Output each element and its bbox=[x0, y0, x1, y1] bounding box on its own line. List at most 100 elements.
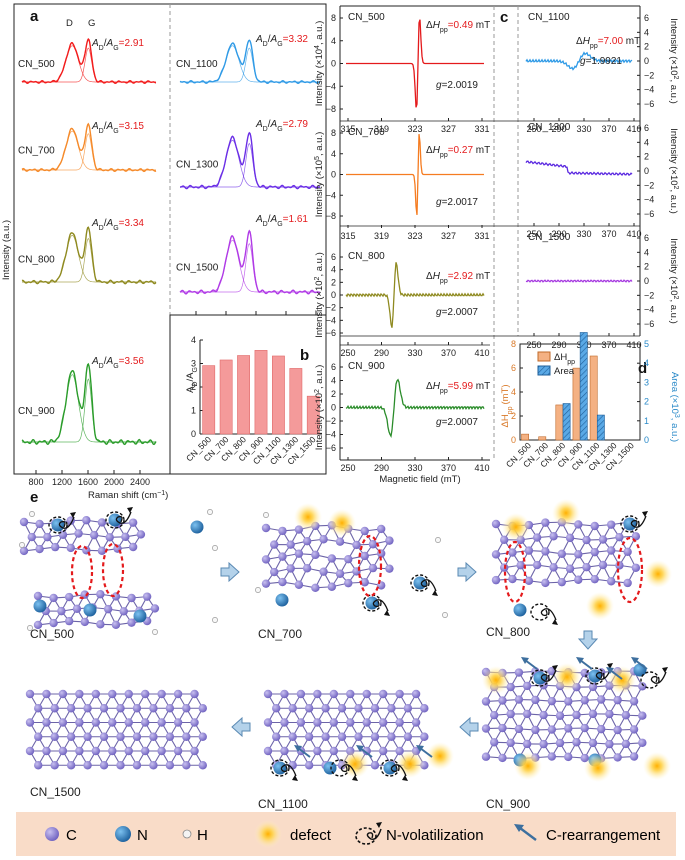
carbon-atom bbox=[623, 547, 632, 556]
carbon-atom bbox=[420, 732, 429, 741]
carbon-atom bbox=[182, 704, 191, 713]
carbon-atom bbox=[75, 746, 84, 756]
carbon-atom bbox=[173, 746, 183, 756]
carbon-atom bbox=[613, 725, 622, 735]
carbon-atom bbox=[498, 753, 507, 763]
n-volatilization-ring bbox=[530, 603, 550, 621]
carbon-atom bbox=[263, 689, 273, 699]
carbon-atom bbox=[598, 535, 608, 544]
arrow-800-900 bbox=[577, 630, 599, 650]
epr-trace-CN_800 bbox=[345, 262, 485, 328]
bar-d-ytick-right-label: 4 bbox=[644, 358, 649, 368]
epr-ytick-label: −6 bbox=[644, 319, 654, 329]
carbon-atom bbox=[66, 732, 76, 741]
epr-xtick-label: 250 bbox=[526, 340, 541, 350]
epr-ytick-label: −4 bbox=[326, 190, 336, 200]
carbon-atom bbox=[508, 548, 517, 557]
carbon-atom bbox=[321, 704, 330, 713]
epr-xtick-label: 290 bbox=[551, 340, 566, 350]
raman-xtick-label: 2400 bbox=[130, 477, 150, 487]
carbon-atom bbox=[313, 718, 322, 727]
carbon-atom bbox=[132, 704, 142, 713]
carbon-atom bbox=[278, 577, 287, 587]
epr-xtick-label: 410 bbox=[626, 124, 641, 134]
hydrogen-atom bbox=[255, 587, 261, 593]
epr-ytick-label: −6 bbox=[644, 209, 654, 219]
epr-xtick-label: 250 bbox=[526, 124, 541, 134]
epr-trace-CN_1100 bbox=[525, 51, 633, 71]
c-rearrangement-shaft bbox=[579, 659, 593, 670]
epr-ytick-label: −8 bbox=[326, 211, 336, 221]
epr-ytick-label: −6 bbox=[326, 443, 336, 453]
mechanism-scheme: e CN_500 CN_700 CN_800 CN_900 CN_1100 CN_1500 bbox=[19, 489, 672, 811]
carbon-atom bbox=[97, 546, 107, 556]
carbon-atom bbox=[136, 530, 146, 539]
epr-ytick-label: −2 bbox=[644, 290, 654, 300]
epr-g-label: g=2.0017 bbox=[436, 197, 478, 208]
carbon-atom bbox=[395, 689, 404, 699]
carbon-atom bbox=[346, 718, 355, 727]
carbon-atom bbox=[103, 604, 113, 614]
scheme-sample-label: CN_700 bbox=[258, 627, 302, 641]
carbon-atom bbox=[582, 562, 591, 572]
epr-ytick-label: 8 bbox=[331, 128, 336, 138]
sheet-cn1500 bbox=[25, 689, 207, 770]
carbon-atom bbox=[344, 578, 353, 588]
epr-xtick-label: 370 bbox=[441, 463, 456, 473]
carbon-atom bbox=[615, 532, 624, 542]
carbon-atom bbox=[354, 704, 363, 713]
carbon-atom bbox=[547, 725, 557, 734]
hydrogen-atom bbox=[435, 537, 441, 543]
n-volatilization-arrowhead bbox=[552, 619, 558, 625]
epr-ytick-label: 4 bbox=[644, 137, 649, 147]
carbon-atom bbox=[588, 709, 598, 719]
epr-sample-label: CN_700 bbox=[348, 127, 385, 138]
c-rearrangement-shaft bbox=[419, 747, 433, 758]
epr-xtick-label: 290 bbox=[551, 229, 566, 239]
carbon-atom bbox=[50, 542, 60, 552]
epr-ytick-label: 6 bbox=[644, 13, 649, 23]
carbon-atom bbox=[50, 704, 59, 713]
bar-b-CN_700 bbox=[219, 359, 233, 435]
carbon-atom bbox=[49, 618, 58, 628]
panel-label-a: a bbox=[30, 8, 39, 25]
carbon-atom bbox=[58, 746, 68, 756]
bar-b-ytick-label: 0 bbox=[191, 429, 196, 439]
epr-sample-label: CN_1300 bbox=[528, 122, 571, 133]
epr-ytick-label: 6 bbox=[331, 252, 336, 262]
epr-ylabel: Intensity (×102, a.u.) bbox=[668, 238, 680, 324]
c-rearrangement-head bbox=[576, 657, 584, 664]
carbon-atom bbox=[378, 746, 388, 756]
carbon-atom bbox=[329, 718, 339, 727]
epr-panel: c Magnetic field (mT) CN_500 ΔHpp=0.49 mT… bbox=[314, 5, 680, 485]
arrow-700-800 bbox=[457, 561, 477, 583]
dhpp-area-panel: d ΔHpp(mT) Area (×103, a.u.) 0 2 4 6 8 0 1 2 3 4 5… bbox=[500, 332, 681, 473]
carbon-atom bbox=[319, 535, 328, 544]
carbon-atom bbox=[34, 704, 43, 713]
carbon-atom bbox=[64, 592, 74, 602]
epr-xtick-label: 319 bbox=[374, 231, 389, 241]
epr-ytick-label: 6 bbox=[644, 233, 649, 243]
carbon-atom bbox=[329, 689, 339, 699]
carbon-atom bbox=[524, 546, 534, 555]
nitrogen-atom bbox=[273, 761, 287, 775]
epr-ytick-label: 4 bbox=[331, 36, 336, 46]
raman-sample-label: CN_500 bbox=[18, 59, 55, 70]
bar-b-CN_1300 bbox=[289, 368, 303, 435]
carbon-atom bbox=[58, 718, 68, 727]
bar-d-ytick-left-label: 4 bbox=[511, 387, 516, 397]
carbon-atom bbox=[288, 732, 297, 741]
carbon-atom bbox=[108, 718, 117, 727]
carbon-atom bbox=[42, 746, 51, 756]
epr-xtick-label: 330 bbox=[576, 229, 591, 239]
carbon-atom bbox=[96, 620, 105, 629]
epr-ytick-label: 0 bbox=[331, 59, 336, 69]
epr-dhpp-label: ΔHpp=2.92 mT bbox=[426, 271, 490, 285]
raman-spectrum-CN_1500 bbox=[179, 229, 321, 295]
carbon-atom bbox=[96, 590, 105, 599]
legend-crear: C-rearrangement bbox=[546, 827, 661, 844]
carbon-atom bbox=[58, 530, 68, 539]
defect-glow bbox=[294, 503, 322, 531]
epr-ytick-label: 2 bbox=[644, 152, 649, 162]
